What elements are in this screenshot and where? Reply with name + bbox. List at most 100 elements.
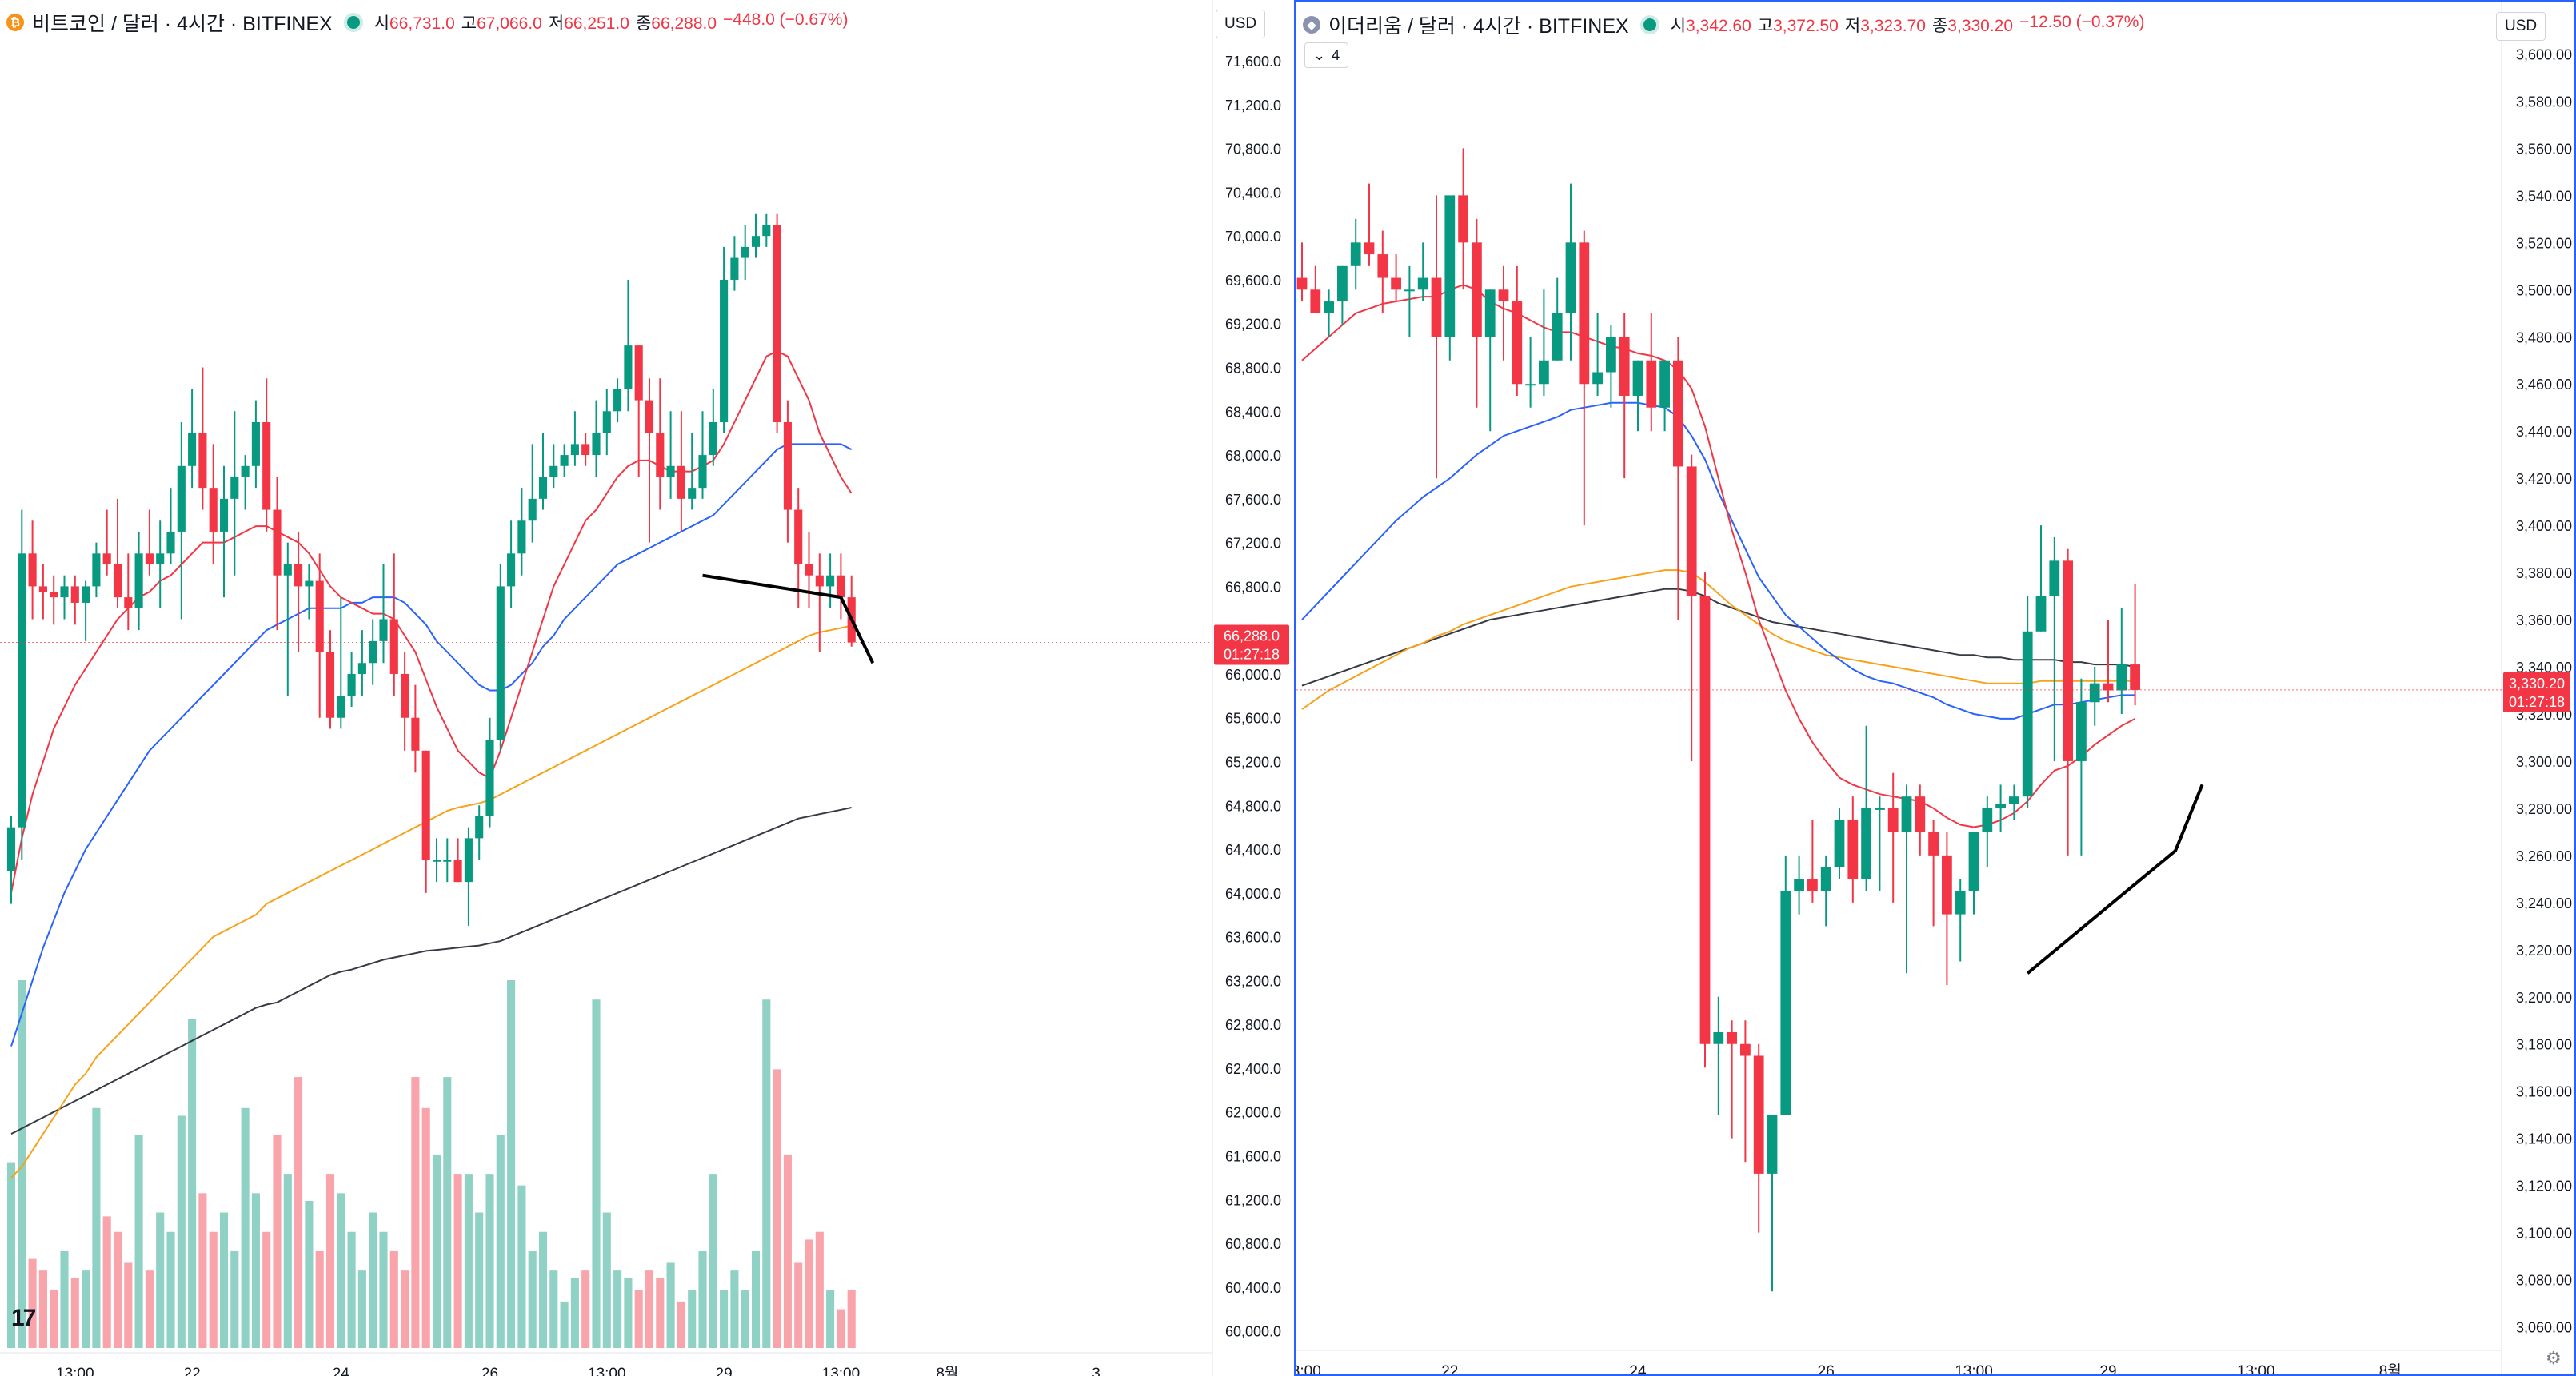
indicators-collapse-button[interactable]: ⌄ 4	[1304, 42, 1349, 68]
btc-volume-bar	[741, 1290, 749, 1348]
btc-volume-bar	[464, 1174, 473, 1348]
eth-symbol-title[interactable]: 이더리움 / 달러 · 4시간 · BITFINEX	[1328, 15, 1629, 38]
eth-y-tick-label: 3,460.00	[2516, 377, 2572, 393]
eth-y-tick-label: 3,540.00	[2516, 188, 2572, 204]
btc-volume-bar	[570, 1278, 579, 1348]
btc-candle-body	[283, 564, 292, 576]
eth-x-tick-label: 13:00	[2237, 1363, 2275, 1374]
eth-candle-body	[1431, 277, 1442, 337]
chevron-down-icon: ⌄	[1313, 47, 1326, 63]
btc-candle-body	[411, 717, 420, 751]
low-value: 66,251.0	[564, 14, 629, 33]
eth-candle-body	[2130, 664, 2140, 690]
btc-candle-body	[102, 553, 111, 565]
eth-ma-orange-line	[1301, 569, 2135, 710]
btc-candle-body	[730, 257, 739, 280]
eth-candle-body	[1673, 360, 1683, 467]
btc-y-tick-label: 70,800.0	[1225, 142, 1281, 158]
btc-volume-bar	[592, 999, 601, 1348]
btc-candle-body	[28, 553, 37, 587]
btc-volume-bar	[847, 1290, 856, 1348]
high-value: 67,066.0	[477, 14, 542, 33]
btc-x-tick-label: 26	[481, 1366, 498, 1376]
ethereum-icon: ◆	[1303, 16, 1320, 34]
eth-candle-body	[1337, 265, 1348, 302]
btc-volume-bar	[645, 1270, 654, 1348]
eth-candle-body	[1539, 360, 1549, 385]
eth-candle-body	[1699, 596, 1711, 1044]
eth-candle-body	[1968, 832, 1979, 891]
btc-candle-body	[113, 564, 122, 598]
eth-candle-body	[1713, 1031, 1724, 1044]
high-key: 고	[1757, 17, 1774, 35]
btc-trendline-drawing	[702, 573, 875, 664]
btc-volume-bar	[209, 1231, 218, 1348]
btc-candle-body	[634, 345, 643, 401]
btc-candle-body	[624, 345, 633, 389]
btc-y-tick-label: 63,600.0	[1225, 930, 1281, 946]
btc-volume-bar	[815, 1231, 824, 1348]
btc-volume-bar	[432, 1154, 441, 1348]
indicator-count: 4	[1332, 47, 1340, 63]
eth-candle-body	[1525, 384, 1536, 386]
eth-candle-body	[1834, 820, 1845, 867]
eth-currency-selector[interactable]: USD	[2496, 12, 2546, 41]
eth-candle-body	[2103, 683, 2114, 691]
btc-countdown-label: 01:27:18	[1224, 647, 1280, 663]
btc-volume-bar	[677, 1301, 685, 1348]
btc-volume-bar	[82, 1270, 90, 1348]
btc-volume-bar	[145, 1270, 154, 1348]
btc-x-tick-label: 22	[184, 1366, 201, 1376]
btc-volume-bar	[177, 1115, 186, 1348]
close-key: 종	[635, 14, 652, 33]
btc-candle-body	[389, 619, 398, 674]
btc-volume-bar	[485, 1174, 494, 1348]
btc-candle-body	[602, 411, 611, 433]
btc-candle-body	[496, 586, 505, 740]
btc-candle-body	[294, 564, 303, 587]
btc-candlestick-chart[interactable]: 60,000.0 60,400.0 60,800.0 61,200.0 61,600.0…	[0, 0, 1294, 1376]
eth-candle-body	[1579, 242, 1590, 385]
eth-y-tick-label: 3,480.00	[2516, 329, 2572, 345]
btc-last-price-label: 66,288.0	[1224, 628, 1280, 644]
btc-candle-body	[677, 465, 685, 499]
btc-candle-body	[709, 421, 717, 456]
btc-currency-selector[interactable]: USD	[1216, 10, 1266, 38]
btc-candle-body	[560, 455, 569, 466]
btc-y-tick-label: 64,800.0	[1225, 798, 1281, 814]
btc-candle-body	[156, 553, 165, 565]
btc-candle-body	[209, 488, 218, 532]
eth-y-tick-label: 3,060.00	[2516, 1320, 2572, 1336]
eth-candlestick-chart[interactable]: 3,060.00 3,080.00 3,100.00 3,120.00 3,140.00…	[1296, 2, 2574, 1374]
btc-ma-blue-line	[10, 443, 853, 1047]
eth-candle-body	[1780, 891, 1791, 1115]
btc-candle-body	[251, 421, 260, 466]
btc-volume-bar	[581, 1270, 590, 1348]
low-key: 저	[548, 14, 565, 33]
eth-chart-pane[interactable]: 3,060.00 3,080.00 3,100.00 3,120.00 3,140.00…	[1294, 0, 2576, 1376]
tradingview-logo[interactable]: 17	[11, 1305, 36, 1331]
btc-volume-bar	[549, 1270, 558, 1348]
eth-y-tick-label: 3,120.00	[2516, 1179, 2572, 1195]
eth-y-tick-label: 3,360.00	[2516, 612, 2572, 628]
btc-last-price-label-box	[1214, 624, 1289, 665]
btc-y-tick-label: 60,800.0	[1225, 1236, 1281, 1252]
btc-volume-bar	[389, 1250, 398, 1348]
gear-icon[interactable]: ⚙	[2546, 1348, 2562, 1368]
btc-volume-bar	[773, 1069, 781, 1348]
eth-candle-body	[1417, 277, 1428, 290]
btc-volume-bar	[188, 1019, 197, 1348]
btc-candle-body	[421, 750, 430, 860]
btc-y-tick-label: 67,600.0	[1225, 492, 1281, 508]
btc-x-tick-label: 29	[716, 1366, 733, 1376]
btc-candle-body	[198, 433, 207, 489]
btc-volume-bar	[38, 1270, 47, 1348]
btc-candle-body	[485, 740, 494, 816]
eth-y-tick-label: 3,300.00	[2516, 754, 2572, 770]
btc-volume-bar	[528, 1250, 537, 1348]
btc-symbol-title[interactable]: 비트코인 / 달러 · 4시간 · BITFINEX	[32, 13, 333, 35]
eth-y-tick-label: 3,280.00	[2516, 801, 2572, 817]
eth-candle-body	[1444, 195, 1456, 337]
btc-chart-pane[interactable]: 60,000.0 60,400.0 60,800.0 61,200.0 61,600.0…	[0, 0, 1294, 1376]
eth-countdown-label: 01:27:18	[2509, 694, 2565, 710]
